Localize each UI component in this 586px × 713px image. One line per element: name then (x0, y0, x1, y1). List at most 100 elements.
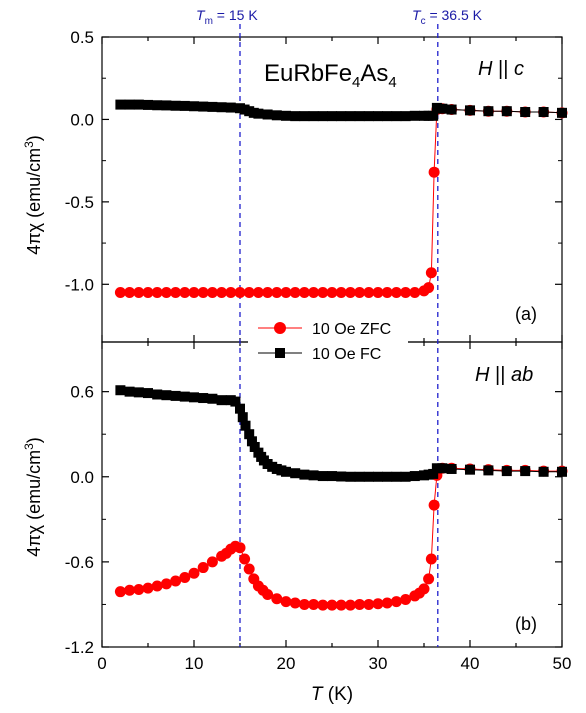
data-point (115, 385, 126, 396)
data-point (151, 580, 163, 592)
data-point (290, 111, 301, 122)
data-point (336, 471, 347, 482)
data-point (418, 583, 430, 595)
legend-label-fc: 10 Oe FC (312, 346, 381, 363)
legend-marker-zfc (274, 322, 286, 334)
data-point (308, 598, 320, 610)
data-point (239, 553, 251, 565)
data-point (188, 567, 200, 579)
data-point (317, 599, 329, 611)
data-point (363, 287, 375, 299)
legend-marker-fc (275, 348, 285, 358)
y-tick-label-b: 0.6 (70, 383, 94, 402)
data-point (400, 593, 412, 605)
data-point (354, 598, 366, 610)
data-point (188, 287, 200, 299)
data-point (344, 599, 356, 611)
data-point (160, 287, 172, 299)
data-point (437, 463, 448, 474)
panel-b-tag: (b) (515, 614, 537, 634)
data-point (391, 471, 402, 482)
series-line (120, 108, 563, 293)
data-point (308, 111, 319, 122)
data-point (431, 463, 442, 474)
data-point (299, 111, 310, 122)
series-line (120, 389, 562, 478)
data-point (425, 553, 437, 565)
data-point (520, 107, 531, 118)
data-point (326, 599, 338, 611)
tm-label: Tm = 15 K (196, 7, 258, 27)
data-point (281, 466, 291, 477)
data-point (207, 393, 218, 404)
data-point (206, 287, 218, 299)
data-point (252, 287, 264, 299)
data-point (230, 396, 241, 407)
data-point (289, 287, 301, 299)
data-point (152, 100, 163, 111)
data-point (354, 471, 365, 482)
data-point (198, 393, 209, 404)
data-point (557, 466, 567, 477)
data-point (317, 111, 328, 122)
y-tick-label-a: 0.0 (70, 110, 94, 129)
data-point (235, 403, 245, 414)
data-point (271, 287, 283, 299)
compound-label: EuRbFe4As4 (264, 60, 397, 91)
data-point (428, 499, 440, 511)
data-point (216, 287, 228, 299)
data-point (425, 267, 437, 279)
data-point (262, 589, 274, 601)
data-point (124, 584, 136, 596)
data-point (207, 101, 218, 112)
y-tick-label-a: 0.5 (70, 28, 94, 47)
data-point (179, 287, 191, 299)
data-point (189, 101, 199, 112)
data-point (557, 107, 567, 118)
data-point (161, 390, 172, 401)
data-point (428, 110, 439, 121)
data-point (133, 584, 145, 596)
data-point (400, 471, 411, 482)
data-point (124, 287, 136, 299)
data-point (237, 412, 248, 423)
data-point (345, 471, 356, 482)
data-point (216, 395, 227, 406)
data-point (243, 563, 255, 575)
data-point (446, 104, 457, 115)
data-point (170, 287, 182, 299)
data-point (372, 287, 384, 299)
data-point (142, 287, 154, 299)
data-point (423, 282, 435, 294)
data-point (409, 287, 421, 299)
data-point (520, 466, 531, 477)
data-point (234, 287, 246, 299)
data-point (317, 471, 328, 482)
data-point (437, 103, 448, 114)
data-point (143, 388, 153, 399)
data-point (298, 287, 310, 299)
data-point (189, 392, 199, 403)
data-point (244, 429, 255, 440)
data-point (465, 464, 475, 475)
x-axis-label: T (K) (311, 684, 353, 705)
data-point (538, 466, 549, 477)
data-point (216, 102, 227, 113)
data-point (225, 102, 236, 113)
data-point (151, 287, 163, 299)
data-point (391, 111, 402, 122)
data-point (390, 287, 402, 299)
data-point (179, 100, 190, 111)
data-point (335, 287, 347, 299)
y-tick-label-b: -1.2 (65, 638, 94, 657)
data-point (400, 111, 411, 122)
data-point (170, 575, 182, 587)
data-point (124, 386, 135, 397)
data-point (308, 287, 320, 299)
y-tick-label-b: -0.6 (65, 553, 94, 572)
data-point (179, 391, 190, 402)
series-line (120, 467, 562, 606)
data-point (317, 287, 329, 299)
data-point (335, 599, 347, 611)
data-point (409, 471, 420, 482)
